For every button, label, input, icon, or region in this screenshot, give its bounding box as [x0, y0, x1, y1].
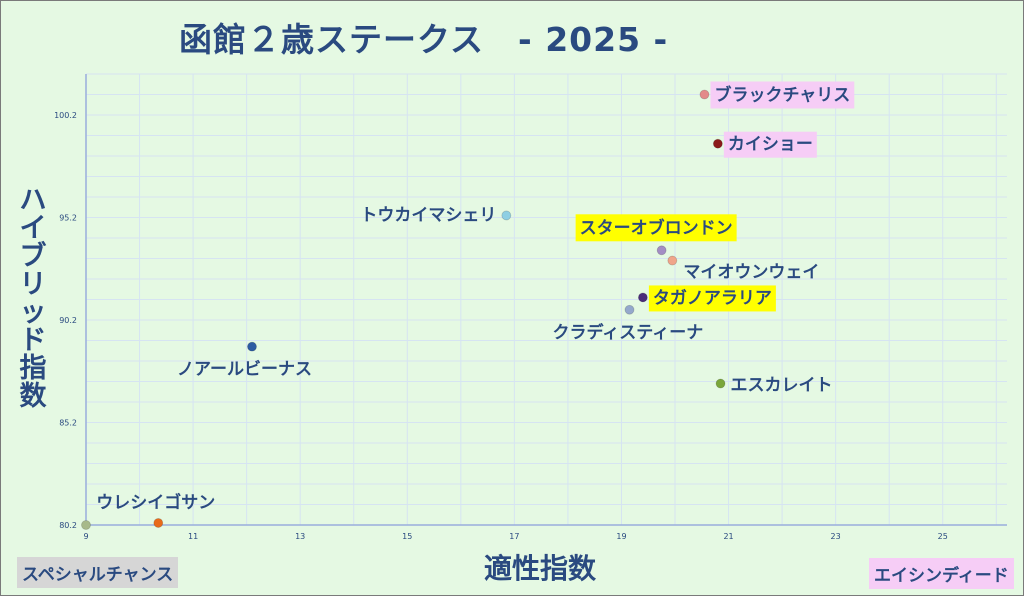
corner-label-left: スペシャルチャンス — [17, 557, 179, 588]
data-point — [656, 245, 667, 256]
point-label: トウカイマシェリ — [360, 205, 496, 225]
axes — [85, 74, 1007, 526]
data-point — [667, 255, 678, 266]
x-tick-label: 21 — [723, 532, 733, 541]
data-points — [81, 89, 726, 530]
y-tick-label: 90.2 — [59, 316, 77, 325]
point-label: ブラックチャリス — [714, 85, 850, 106]
point-label-highlight — [575, 214, 737, 242]
grid-lines — [86, 73, 1007, 525]
x-tick-label: 11 — [188, 532, 198, 541]
point-label-highlight — [710, 81, 855, 109]
data-point — [624, 304, 635, 315]
point-label: マイオウンウェイ — [683, 263, 819, 283]
data-point — [247, 341, 257, 352]
x-tick-label: 19 — [616, 532, 626, 541]
y-axis-label-char-1: イ — [19, 213, 47, 244]
point-labels: ブラックチャリスカイショートウカイマシェリスターオブロンドンマイオウンウェイタガ… — [96, 81, 855, 513]
x-tick-label: 9 — [83, 532, 88, 541]
y-tick-label: 85.2 — [59, 419, 77, 428]
data-point — [81, 520, 91, 530]
title-main: 函館２歳ステークス — [179, 20, 485, 59]
y-axis-label-char-4: ッ — [19, 297, 47, 328]
y-tick-label: 80.2 — [59, 521, 77, 530]
point-label-highlight — [648, 285, 776, 312]
data-point — [501, 210, 512, 221]
x-tick-label: 25 — [938, 532, 948, 541]
data-point — [699, 89, 710, 100]
point-label: クラディスティーナ — [552, 322, 703, 343]
title-year: - 2025 - — [518, 20, 669, 59]
x-axis-label: 適性指数 — [484, 552, 597, 585]
chart-title: 函館２歳ステークス - 2025 - — [179, 13, 668, 61]
y-axis-label: ハイブリッド指数 — [13, 187, 53, 411]
data-point — [715, 378, 726, 389]
x-tick-label: 23 — [831, 532, 841, 541]
y-axis-label-char-5: ド — [19, 325, 47, 356]
point-label: エスカレイト — [731, 376, 833, 396]
y-axis-label-char-7: 数 — [19, 381, 47, 412]
y-tick-label: 95.2 — [59, 214, 77, 223]
point-label: スターオブロンドン — [580, 217, 733, 238]
tick-labels: 9 11 13 15 17 19 21 23 25 80.2 85.2 90.2 95.2 100.2 — [54, 111, 948, 541]
data-point — [637, 292, 648, 303]
point-label-highlight — [723, 131, 817, 158]
data-point — [712, 138, 723, 149]
y-tick-label: 100.2 — [54, 111, 77, 120]
point-label: タガノアラリア — [653, 288, 772, 308]
corner-label-right: エイシンディード — [869, 558, 1014, 589]
data-point — [153, 518, 164, 528]
y-axis-label-char-0: ハ — [19, 185, 47, 216]
x-tick-label: 15 — [402, 532, 412, 541]
y-axis-label-char-6: 指 — [19, 353, 47, 384]
y-axis-label-char-2: ブ — [19, 241, 47, 272]
y-axis-label-char-3: リ — [19, 269, 47, 300]
point-label: カイショー — [728, 135, 813, 155]
point-label: ウレシイゴサン — [96, 492, 215, 513]
x-tick-label: 17 — [509, 532, 519, 541]
x-tick-label: 13 — [295, 532, 305, 541]
point-label: ノアールビーナス — [177, 360, 312, 380]
